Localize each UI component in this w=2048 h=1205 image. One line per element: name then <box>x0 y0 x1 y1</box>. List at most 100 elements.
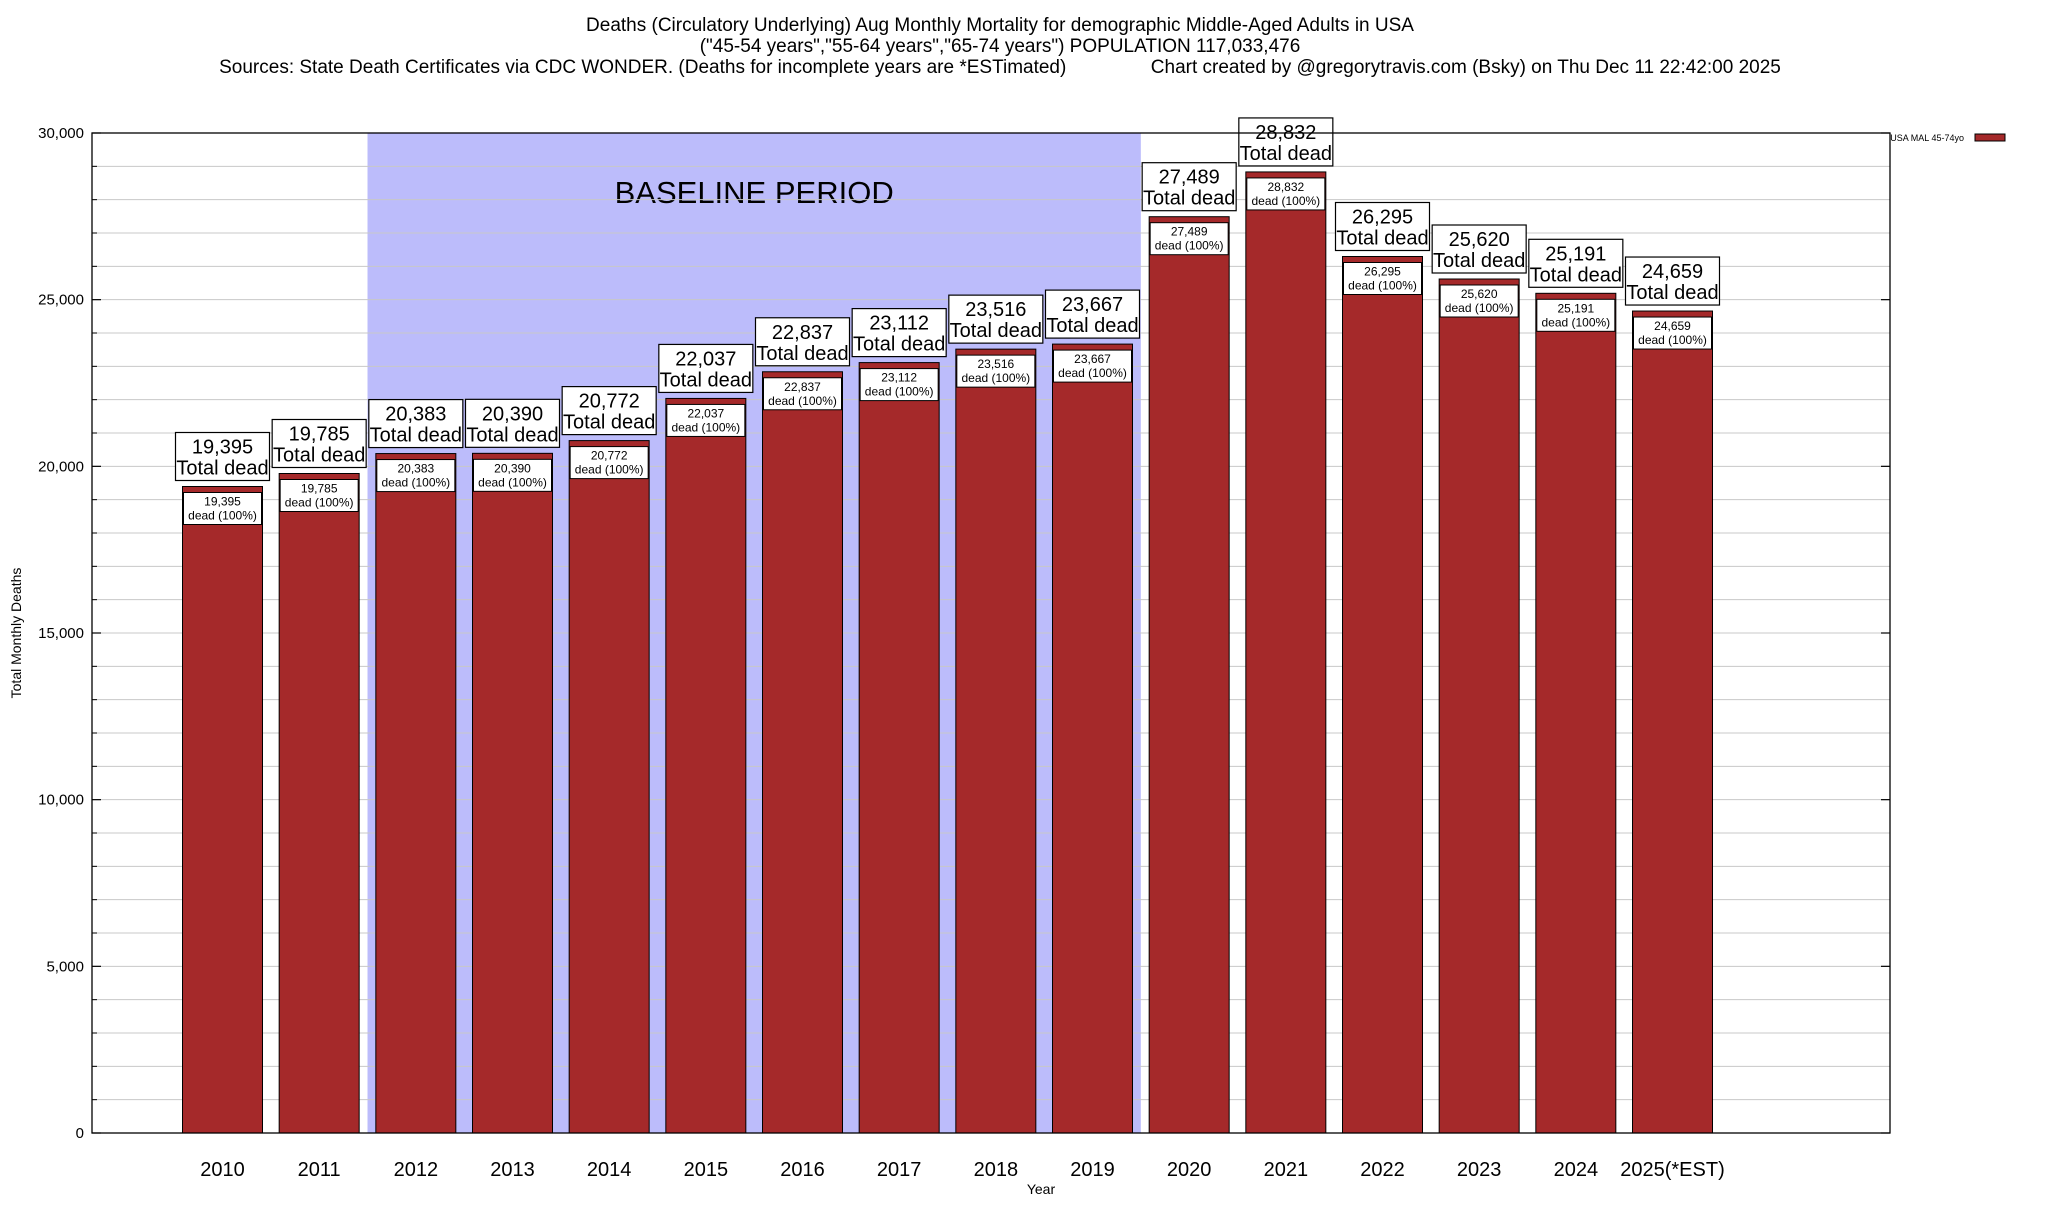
bar <box>1342 256 1423 1134</box>
inner-value-label: 28,832 <box>1267 180 1304 194</box>
inner-label-box <box>1633 316 1712 350</box>
total-dead-label: Total dead <box>466 424 558 446</box>
inner-percent-label: dead (100%) <box>1445 301 1514 315</box>
inner-label-box <box>569 446 649 480</box>
inner-percent-label: dead (100%) <box>768 394 837 408</box>
inner-label-box <box>183 492 262 525</box>
total-label-box <box>174 431 271 482</box>
chart-title: Deaths (Circulatory Underlying) Aug Mont… <box>219 15 1781 78</box>
x-tick-label: 2010 <box>200 1159 245 1181</box>
inner-percent-label: dead (100%) <box>188 509 257 523</box>
total-dead-label: Total dead <box>176 458 268 480</box>
inner-percent-label: dead (100%) <box>865 385 934 399</box>
inner-percent-label: dead (100%) <box>575 463 644 477</box>
x-axis: 2010 2011 2012 2013 2014 2015 2016 2017 2018 2019… <box>200 1159 1725 1197</box>
total-label-box <box>561 386 657 436</box>
y-tick-label: 0 <box>76 1125 84 1142</box>
inner-value-label: 24,659 <box>1654 319 1691 333</box>
y-axis: 0 5,000 10,000 15,000 20,000 25,000 30,000 Tota… <box>8 125 1890 1142</box>
inner-percent-label: dead (100%) <box>1058 366 1127 380</box>
total-value-label: 19,785 <box>289 424 350 446</box>
title-line-1: Deaths (Circulatory Underlying) Aug Mont… <box>586 15 1414 36</box>
legend: USA MAL 45-74yo <box>1890 133 2006 143</box>
total-dead-label: Total dead <box>1143 188 1235 210</box>
total-dead-label: Total dead <box>273 445 365 467</box>
bar <box>858 362 940 1134</box>
y-tick-label: 10,000 <box>38 792 84 809</box>
total-dead-label: Total dead <box>370 425 462 447</box>
total-label-box <box>1528 238 1624 288</box>
total-value-label: 20,383 <box>385 404 446 426</box>
y-tick-label: 20,000 <box>38 458 84 475</box>
total-label-box <box>1431 224 1527 274</box>
total-value-label: 25,191 <box>1545 243 1606 265</box>
total-value-label: 23,112 <box>869 313 929 335</box>
x-tick-label: 2011 <box>298 1159 341 1181</box>
legend-label: USA MAL 45-74yo <box>1890 133 1964 143</box>
total-dead-label: Total dead <box>1530 264 1622 286</box>
inner-label-box <box>1149 222 1229 256</box>
x-axis-label: Year <box>1027 1181 1056 1197</box>
inner-label-box <box>666 403 746 437</box>
inner-value-label: 25,620 <box>1461 287 1498 301</box>
total-label-box <box>948 294 1044 344</box>
total-value-label: 23,516 <box>965 299 1026 321</box>
title-line-2: ("45-54 years","55-64 years","65-74 year… <box>700 36 1301 57</box>
total-dead-label: Total dead <box>1336 228 1428 250</box>
inner-percent-label: dead (100%) <box>1541 315 1610 329</box>
total-label-box <box>851 308 947 358</box>
bar <box>1052 343 1133 1134</box>
x-tick-label: 2021 <box>1264 1159 1309 1181</box>
inner-percent-label: dead (100%) <box>1348 279 1417 293</box>
inner-value-label: 23,516 <box>977 357 1014 371</box>
inner-percent-label: dead (100%) <box>1155 239 1224 253</box>
bar <box>762 371 843 1134</box>
bar <box>665 397 747 1134</box>
bar <box>1245 171 1327 1134</box>
bar <box>278 473 360 1134</box>
inner-percent-label: dead (100%) <box>381 476 450 490</box>
total-label-box <box>1044 289 1141 339</box>
inner-percent-label: dead (100%) <box>1251 194 1320 208</box>
inner-value-label: 19,395 <box>204 495 241 509</box>
bar <box>955 348 1037 1134</box>
x-tick-label: 2018 <box>974 1159 1019 1181</box>
legend-swatch <box>1974 133 2006 142</box>
total-label-box <box>658 343 754 394</box>
inner-value-label: 22,037 <box>687 406 724 420</box>
total-label-box <box>464 398 561 448</box>
x-tick-label: 2020 <box>1167 1159 1212 1181</box>
inner-value-label: 27,489 <box>1171 225 1208 239</box>
total-value-label: 22,037 <box>675 348 736 370</box>
x-tick-label: 2015 <box>684 1159 729 1181</box>
inner-value-label: 19,785 <box>301 482 338 496</box>
bar <box>1148 216 1230 1134</box>
total-value-label: 27,489 <box>1159 167 1220 189</box>
x-tick-label: 2013 <box>490 1159 535 1181</box>
x-tick-label: 2023 <box>1457 1159 1502 1181</box>
bar <box>1438 278 1520 1134</box>
inner-label-box <box>376 459 456 493</box>
total-dead-label: Total dead <box>1433 250 1525 272</box>
bar <box>182 486 263 1134</box>
total-value-label: 20,390 <box>482 403 543 425</box>
inner-label-box <box>859 368 939 402</box>
inner-value-label: 20,390 <box>494 461 531 475</box>
x-tick-label: 2012 <box>394 1159 439 1181</box>
total-label-box <box>754 317 851 367</box>
inner-label-box <box>473 458 552 492</box>
inner-value-label: 25,191 <box>1557 301 1594 315</box>
inner-percent-label: dead (100%) <box>285 496 354 510</box>
x-tick-label: 2022 <box>1360 1159 1405 1181</box>
